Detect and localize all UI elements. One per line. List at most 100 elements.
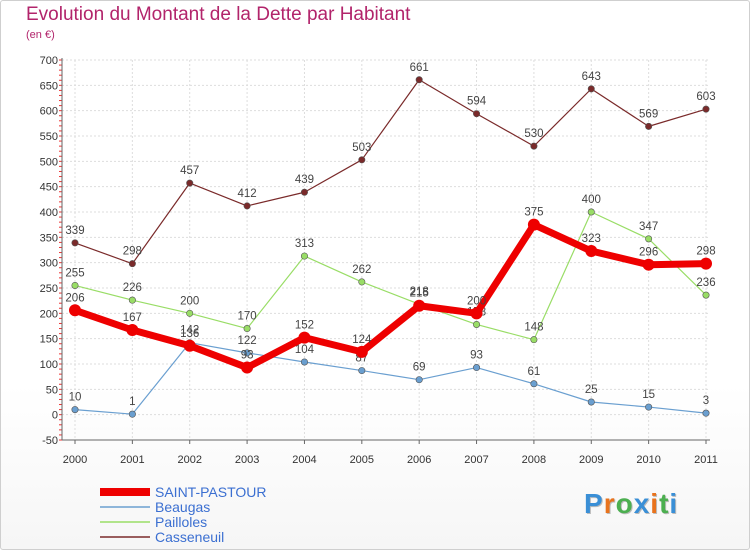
y-tick-label: 450: [40, 182, 58, 194]
x-tick-label: 2004: [292, 454, 316, 466]
data-label: 530: [524, 128, 543, 140]
data-label: 313: [295, 238, 314, 250]
data-label: 298: [696, 246, 715, 258]
data-point: [530, 380, 538, 388]
legend-label: Pailloles: [155, 514, 207, 530]
data-label: 457: [180, 165, 199, 177]
data-point: [473, 110, 481, 118]
series-line-beaugas: [74, 342, 707, 415]
x-tick-label: 2002: [177, 454, 201, 466]
data-label: 152: [295, 320, 314, 332]
data-point: [530, 336, 538, 344]
unit-label: (en €): [26, 29, 55, 41]
data-point: [358, 156, 366, 164]
data-label: 439: [295, 174, 314, 186]
legend-label: SAINT-PASTOUR: [155, 484, 267, 500]
data-label: 122: [237, 335, 256, 347]
data-point: [642, 258, 655, 271]
data-label: 323: [582, 233, 601, 245]
data-point: [415, 76, 423, 84]
chart-title: Evolution du Montant de la Dette par Hab…: [26, 4, 411, 25]
data-label: 167: [123, 312, 142, 324]
data-point: [128, 296, 136, 304]
data-label: 206: [65, 292, 84, 304]
data-label: 104: [295, 344, 315, 356]
x-tick-label: 2008: [522, 454, 546, 466]
y-tick-label: 150: [40, 334, 58, 346]
data-point: [527, 218, 540, 231]
x-tick-label: 2000: [63, 454, 87, 466]
series-line-saint-pastour: [71, 221, 710, 372]
y-tick-label: 250: [40, 283, 58, 295]
y-tick-label: 400: [40, 207, 58, 219]
data-label: 170: [237, 311, 256, 323]
y-tick-label: 0: [52, 410, 58, 422]
data-label: 200: [180, 295, 199, 307]
data-label: 15: [642, 389, 655, 401]
data-point: [530, 142, 538, 150]
data-label: 10: [69, 392, 82, 404]
data-label: 93: [470, 350, 483, 362]
data-point: [587, 85, 595, 93]
data-point: [415, 376, 423, 384]
data-label: 400: [582, 194, 601, 206]
data-point: [128, 410, 136, 418]
data-label: 218: [410, 286, 429, 298]
data-point: [300, 358, 308, 366]
legend-label: Beaugas: [155, 499, 210, 515]
data-point: [473, 364, 481, 372]
series-line-pailloles: [74, 211, 707, 341]
data-point: [126, 324, 139, 337]
data-point: [645, 403, 653, 411]
y-tick-label: 650: [40, 80, 58, 92]
data-label: 124: [352, 334, 372, 346]
data-label: 200: [467, 295, 486, 307]
data-point: [300, 188, 308, 196]
x-tick-label: 2003: [235, 454, 259, 466]
data-label: 262: [352, 264, 371, 276]
data-label: 643: [582, 71, 601, 83]
data-point: [183, 339, 196, 352]
data-point: [69, 304, 81, 317]
data-point: [473, 320, 481, 328]
data-point: [186, 179, 194, 187]
y-tick-label: 50: [46, 384, 58, 396]
data-label: 298: [123, 246, 142, 258]
data-label: 215: [410, 288, 429, 300]
data-label: 375: [524, 207, 543, 219]
data-point: [243, 349, 251, 357]
data-label: 3: [703, 395, 709, 407]
x-tick-label: 2009: [579, 454, 603, 466]
data-label: 296: [639, 247, 658, 259]
data-point: [300, 252, 308, 260]
data-point: [358, 367, 366, 375]
data-point: [587, 398, 595, 406]
data-label: 347: [639, 221, 658, 233]
y-tick-label: 100: [40, 359, 58, 371]
data-point: [645, 122, 653, 130]
data-point: [645, 235, 653, 243]
data-label: 142: [180, 325, 199, 337]
data-label: 412: [237, 188, 256, 200]
data-point: [186, 309, 194, 317]
data-point: [243, 202, 251, 210]
proxiti-logo: Proxiti: [584, 488, 679, 519]
data-label: 603: [696, 91, 715, 103]
data-label: 255: [65, 267, 84, 279]
data-point: [700, 257, 712, 270]
data-label: 148: [524, 322, 543, 334]
x-tick-label: 2006: [407, 454, 431, 466]
data-point: [355, 345, 368, 358]
data-label: 236: [696, 277, 715, 289]
data-point: [71, 239, 79, 247]
x-tick-label: 2011: [694, 454, 718, 466]
data-label: 569: [639, 108, 658, 120]
legend-label: Casseneuil: [155, 529, 224, 545]
data-point: [587, 208, 595, 216]
y-tick-label: 500: [40, 156, 58, 168]
x-tick-label: 2007: [464, 454, 488, 466]
data-point: [702, 105, 710, 113]
data-label: 1: [129, 396, 135, 408]
